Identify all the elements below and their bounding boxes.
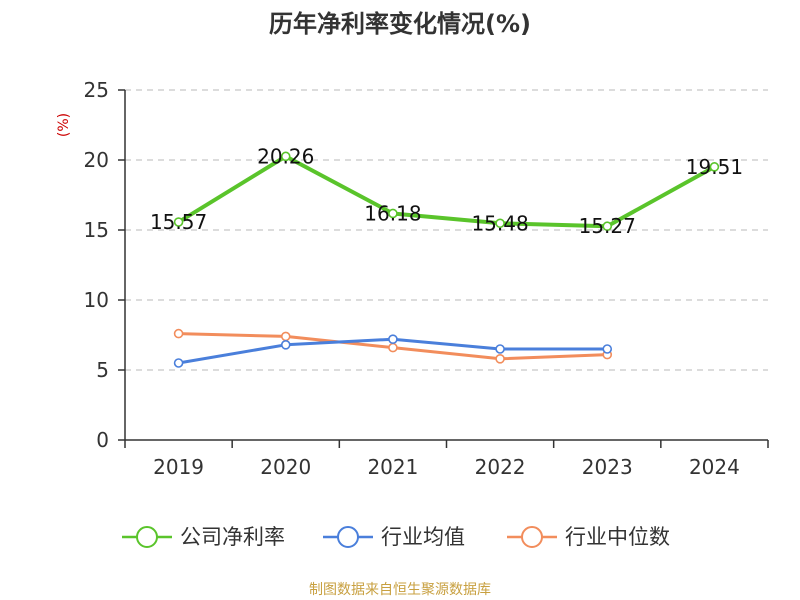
x-tick-label-2023: 2023: [582, 455, 633, 479]
x-tick-label-2019: 2019: [153, 455, 204, 479]
data-label-2019: 15.57: [150, 210, 207, 234]
x-tick-label-2021: 2021: [367, 455, 418, 479]
legend-label-0: 公司净利率: [180, 525, 285, 549]
series-1-point-2023: [602, 344, 613, 354]
series-1-point-2020: [280, 339, 291, 350]
series-line-0: [177, 154, 716, 229]
data-label-2022: 15.48: [471, 211, 528, 235]
y-tick-label-15: 15: [84, 218, 109, 242]
series-0-point-2019: [173, 217, 184, 227]
y-tick-label-25: 25: [84, 78, 109, 102]
x-tick-label-2024: 2024: [689, 455, 740, 479]
legend-label-2: 行业中位数: [565, 525, 670, 549]
data-label-2023: 15.27: [579, 214, 636, 238]
y-axis-unit: (%): [56, 113, 72, 137]
series-0-point-2022: [495, 218, 505, 229]
series-0-point-2020: [280, 151, 291, 162]
legend: 公司净利率 行业均值 行业中位数: [122, 525, 670, 549]
series-0-point-2024: [709, 162, 720, 172]
data-label-2024: 19.51: [686, 155, 743, 179]
series-1-point-2022: [495, 344, 505, 354]
series-2-point-2019: [173, 328, 184, 339]
legend-swatch-marker-2: [521, 526, 543, 548]
series-0-point-2023: [602, 221, 613, 232]
legend-item-2: 行业中位数: [507, 525, 670, 549]
legend-swatch-marker-1: [337, 526, 359, 548]
legend-item-0: 公司净利率: [122, 525, 285, 549]
series-layer: 15.57 20.26 16.18 15.48 15.27 19.51: [150, 144, 743, 368]
series-2-point-2022: [495, 353, 505, 364]
source-note: 制图数据来自恒生聚源数据库: [309, 582, 491, 598]
grid-lines: [125, 89, 768, 371]
series-2-point-2020: [280, 331, 291, 342]
y-tick-label-10: 10: [84, 288, 109, 312]
series-1-point-2019: [173, 358, 184, 368]
series-0-point-2021: [388, 208, 398, 219]
chart-title: 历年净利率变化情况(%): [269, 10, 531, 38]
x-tick-label-2020: 2020: [260, 455, 311, 479]
series-1-point-2021: [388, 334, 398, 345]
axes: 0 5 10 15 20 25 2019 2020 2021 2022 2023 2024: [84, 78, 769, 479]
x-tick-label-2022: 2022: [475, 455, 526, 479]
legend-label-1: 行业均值: [381, 525, 465, 549]
data-label-2021: 16.18: [364, 201, 421, 225]
y-tick-label-5: 5: [96, 358, 109, 382]
legend-swatch-marker-0: [136, 526, 158, 548]
data-label-2020: 20.26: [257, 144, 314, 168]
legend-item-1: 行业均值: [323, 525, 465, 549]
y-tick-label-0: 0: [96, 428, 109, 452]
y-tick-label-20: 20: [84, 148, 109, 172]
series-2-point-2021: [388, 342, 398, 353]
